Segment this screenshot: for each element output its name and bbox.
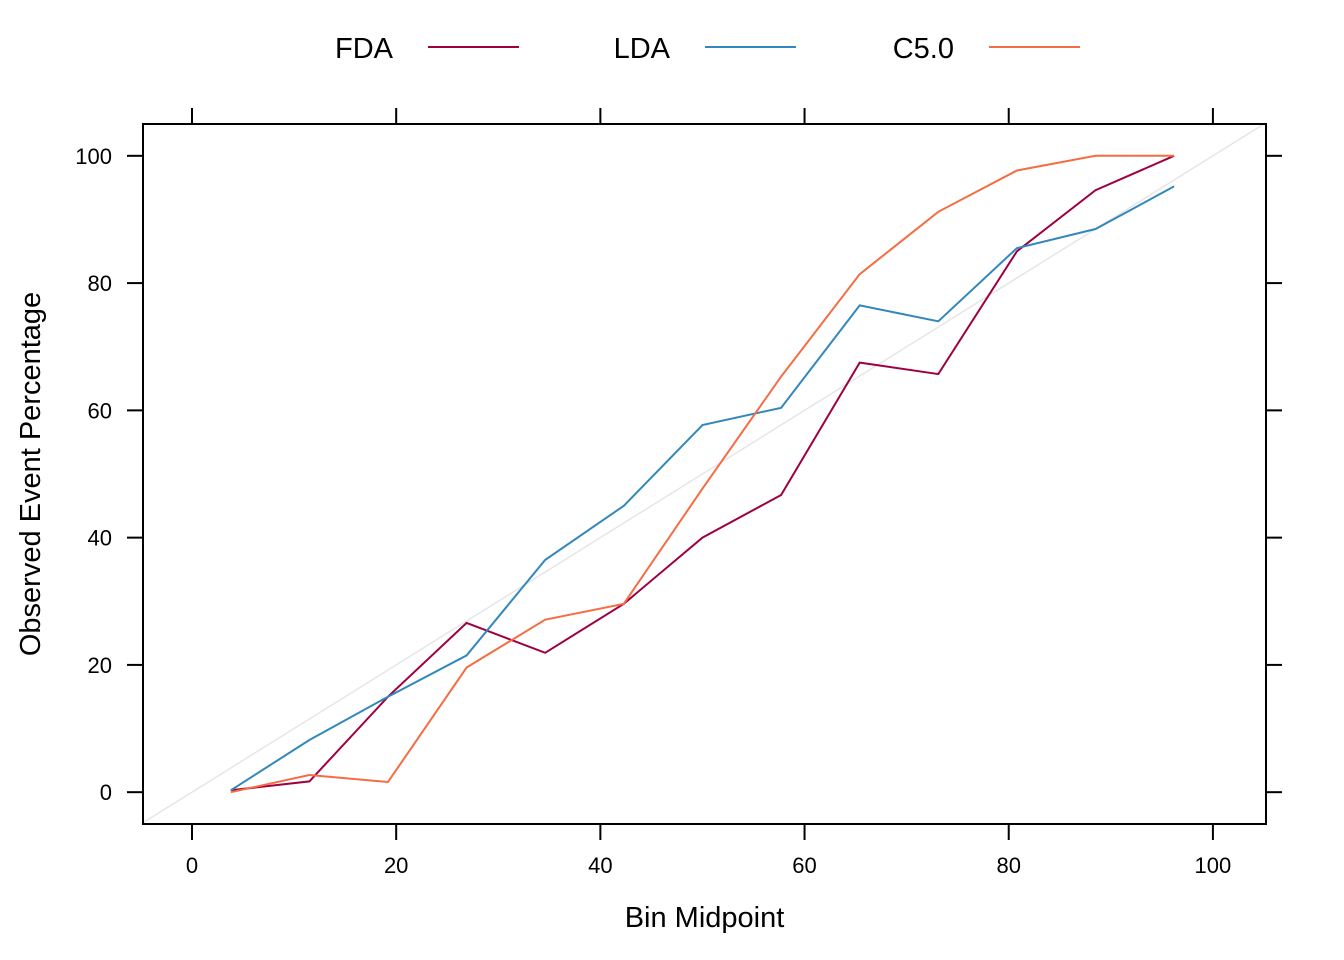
y-tick-label: 60 [88,398,112,423]
series-line-fda [230,154,1175,792]
y-tick-label: 20 [88,653,112,678]
legend-label-lda: LDA [614,33,671,65]
plot-frame [142,123,1267,825]
reference-diagonal-line [140,123,1265,825]
x-axis-title: Bin Midpoint [625,902,785,934]
y-axis-title: Observed Event Percentage [15,292,47,656]
axis-ticks: 0 20 40 60 80 100 0 20 40 60 80 100 [75,108,1282,878]
series-layer [230,154,1175,794]
legend-label-fda: FDA [335,33,394,65]
x-tick-label: 60 [792,853,816,878]
y-tick-label: 0 [100,780,112,805]
series-line-c5-0 [230,154,1175,794]
x-tick-label: 20 [384,853,408,878]
x-tick-label: 80 [996,853,1020,878]
x-tick-label: 40 [588,853,612,878]
series-line-lda [230,185,1175,792]
y-tick-label: 40 [88,526,112,551]
x-tick-label: 0 [186,853,198,878]
y-tick-label: 80 [88,271,112,296]
x-tick-label: 100 [1195,853,1232,878]
y-tick-label: 100 [75,144,112,169]
legend: FDA LDA C5.0 [335,33,1080,65]
legend-label-c5-0: C5.0 [893,33,954,65]
